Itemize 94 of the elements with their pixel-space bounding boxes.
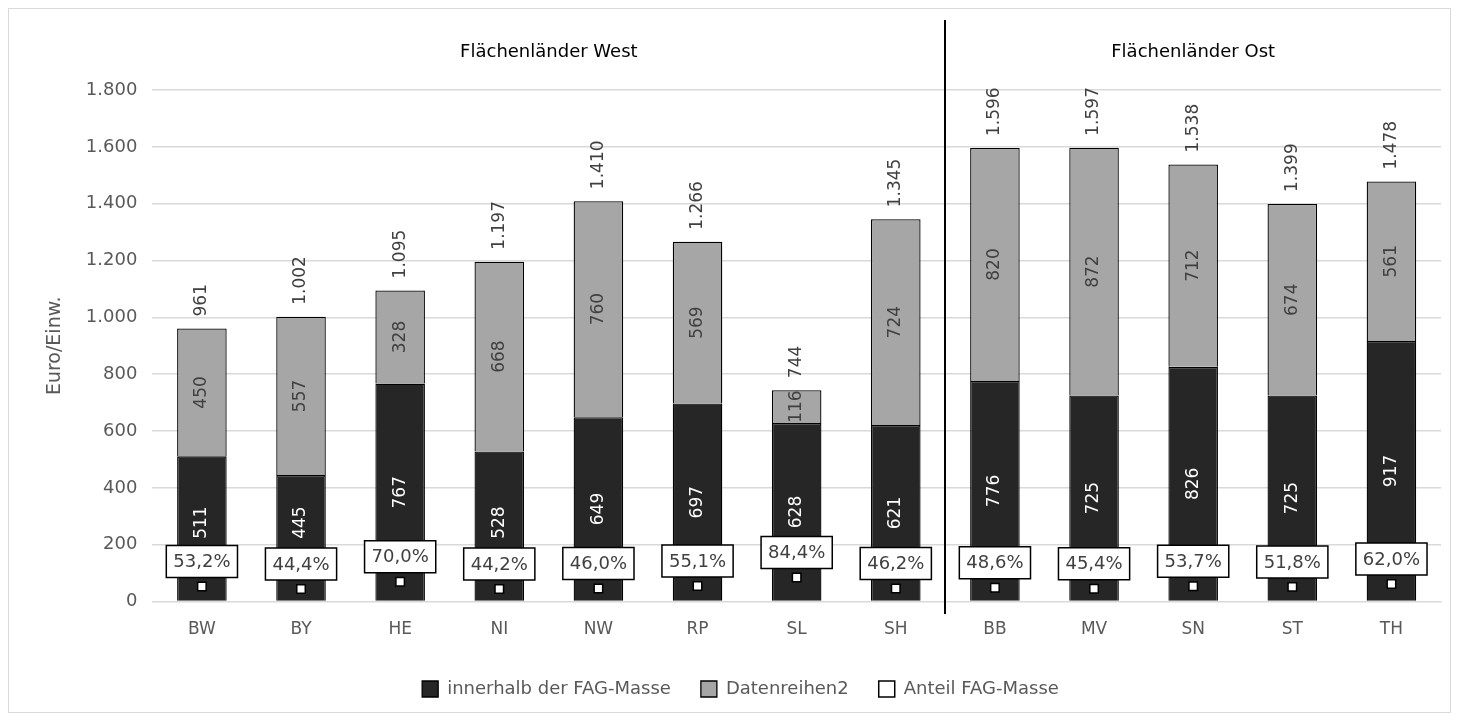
data-label: 48,6% — [966, 551, 1024, 573]
data-label: 649 — [586, 492, 607, 526]
total-label: 1.197 — [487, 201, 508, 250]
total-label: 1.478 — [1379, 120, 1400, 170]
point — [395, 576, 406, 587]
data-label: 44,2% — [470, 552, 528, 574]
data-label: 668 — [487, 340, 508, 373]
point — [494, 584, 505, 595]
data-label: 46,2% — [867, 552, 925, 574]
x-tick-label: NW — [583, 618, 614, 639]
x-tick-label: RP — [686, 618, 709, 639]
point — [890, 583, 901, 594]
data-label: 917 — [1379, 454, 1400, 488]
data-label: 62,0% — [1362, 547, 1421, 569]
data-label: 760 — [586, 292, 607, 326]
data-label: 725 — [1280, 481, 1301, 515]
point — [791, 572, 802, 583]
x-tick-label: SN — [1181, 618, 1205, 639]
y-tick-label: 400 — [102, 475, 138, 497]
y-tick-label: 1.200 — [85, 248, 138, 270]
text: Flächenländer Ost — [1111, 39, 1276, 61]
y-tick-label: 0 — [125, 589, 138, 611]
data-label: 55,1% — [668, 549, 727, 571]
data-label: 450 — [190, 376, 211, 409]
x-tick-label: MV — [1080, 618, 1108, 639]
total-label: 1.410 — [586, 140, 607, 190]
x-tick-label: BB — [983, 618, 1007, 639]
data-label: 697 — [685, 485, 706, 519]
x-tick-label: HE — [388, 618, 412, 639]
x-tick-label: BY — [290, 618, 313, 639]
x-tick-label: NI — [490, 618, 509, 639]
data-label: 116 — [785, 390, 806, 423]
total-label: 1.345 — [884, 158, 905, 208]
data-label: 621 — [884, 496, 905, 530]
x-tick-label: ST — [1281, 618, 1304, 639]
data-label: 53,2% — [173, 550, 231, 572]
data-label: 557 — [289, 379, 310, 413]
data-label: 511 — [190, 506, 211, 539]
total-label: 744 — [785, 345, 806, 379]
point — [1386, 578, 1397, 589]
x-tick-label: SH — [884, 618, 908, 639]
legend-label: Datenreihen2 — [725, 676, 849, 698]
total-label: 1.538 — [1181, 103, 1202, 153]
y-tick-label: 600 — [102, 418, 138, 440]
data-label: 628 — [785, 495, 806, 529]
total-label: 1.002 — [289, 256, 310, 305]
text: Flächenländer West — [460, 39, 638, 61]
data-label: 84,4% — [768, 541, 826, 563]
data-label: 561 — [1379, 245, 1400, 278]
x-tick-label: SL — [786, 618, 808, 639]
point — [1188, 581, 1199, 592]
data-label: 528 — [487, 506, 508, 539]
point — [296, 583, 307, 594]
y-tick-label: 1.800 — [85, 77, 138, 99]
total-label: 1.597 — [1082, 87, 1103, 136]
y-tick-label: 1.400 — [85, 191, 138, 213]
point — [1089, 583, 1100, 594]
y-tick-label: 1.000 — [85, 305, 138, 327]
point — [692, 580, 703, 591]
data-label: 674 — [1280, 283, 1301, 316]
data-label: 51,8% — [1263, 550, 1321, 572]
data-label: 725 — [1082, 481, 1103, 515]
point — [593, 583, 604, 594]
y-tick-label: 800 — [102, 361, 138, 383]
data-label: 724 — [884, 305, 905, 339]
data-label: 445 — [289, 506, 310, 539]
legend-label: innerhalb der FAG-Masse — [447, 676, 671, 698]
data-label: 46,0% — [569, 552, 627, 574]
y-tick-label: 1.600 — [85, 134, 138, 156]
y-tick-label: 200 — [102, 532, 138, 554]
data-label: 767 — [388, 476, 409, 509]
total-label: 1.095 — [388, 229, 409, 279]
data-label: 44,4% — [272, 552, 330, 574]
data-label: 820 — [983, 248, 1004, 281]
total-label: 961 — [190, 284, 211, 317]
data-label: 569 — [685, 306, 706, 339]
data-label: 776 — [983, 474, 1004, 508]
data-label: 70,0% — [371, 545, 429, 567]
data-label: 826 — [1181, 467, 1202, 501]
total-label: 1.399 — [1280, 143, 1301, 192]
data-label: 53,7% — [1164, 550, 1222, 572]
legend-label: Anteil FAG-Masse — [903, 676, 1059, 698]
x-tick-label: BW — [187, 618, 217, 639]
point — [1287, 581, 1298, 592]
data-label: 328 — [388, 320, 409, 354]
data-label: 45,4% — [1065, 552, 1123, 574]
total-label: 1.596 — [983, 87, 1004, 136]
point — [989, 582, 1000, 593]
data-label: 872 — [1082, 255, 1103, 288]
total-label: 1.266 — [685, 181, 706, 230]
x-tick-label: TH — [1378, 618, 1404, 639]
y-axis-title: Euro/Einw. — [42, 296, 65, 396]
point — [196, 581, 207, 592]
data-label: 712 — [1181, 249, 1202, 282]
